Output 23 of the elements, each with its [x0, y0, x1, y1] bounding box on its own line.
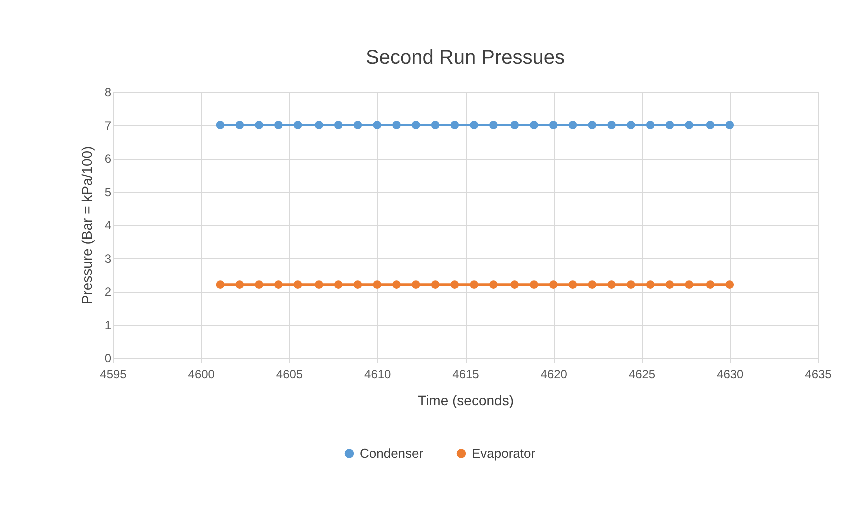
y-tick-label: 6	[104, 152, 112, 166]
x-tick-label: 4615	[452, 368, 480, 382]
y-tick-label: 1	[104, 318, 112, 332]
y-tick-label: 2	[104, 285, 112, 299]
y-tick-label: 7	[104, 118, 112, 133]
y-tick-label: 3	[104, 252, 112, 266]
legend-label: Evaporator	[472, 446, 536, 461]
y-axis-title: Pressure (Bar = kPa/100)	[78, 146, 95, 305]
x-tick-label: 4625	[628, 368, 656, 382]
y-tick-label: 8	[104, 86, 112, 100]
x-axis-title: Time (seconds)	[418, 392, 514, 408]
x-tick-label: 4605	[276, 368, 304, 382]
x-tick-label: 4600	[188, 368, 216, 382]
y-tick-label: 5	[104, 185, 112, 200]
x-tick-label: 4595	[100, 368, 128, 382]
y-tick-label: 4	[104, 218, 112, 232]
x-tick-label: 4630	[717, 368, 744, 382]
x-tick-label: 4635	[805, 368, 832, 382]
chart-title: Second Run Pressues	[366, 47, 566, 69]
x-tick-label: 4620	[540, 368, 568, 382]
x-tick-label: 4610	[364, 368, 392, 382]
legend-label: Condenser	[360, 446, 424, 461]
y-tick-label: 0	[104, 352, 112, 366]
